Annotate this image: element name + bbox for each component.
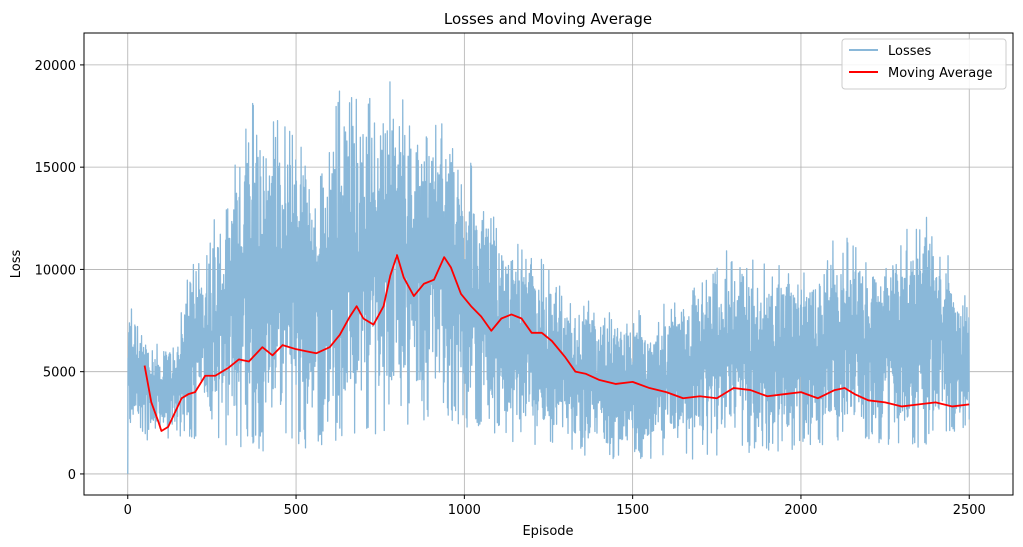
y-tick-label: 10000 <box>35 263 76 278</box>
x-tick-label: 500 <box>284 503 309 518</box>
legend-label-moving-average: Moving Average <box>888 66 992 81</box>
grid <box>84 33 1013 495</box>
plot-frame <box>83 32 1014 496</box>
x-tick-label: 2500 <box>953 503 986 518</box>
legend: Losses Moving Average <box>841 38 1007 90</box>
x-tick-label: 2000 <box>784 503 817 518</box>
y-tick-label: 15000 <box>35 161 76 176</box>
x-axis-label: Episode <box>522 524 573 539</box>
y-tick-label: 5000 <box>43 366 76 381</box>
y-tick-label: 0 <box>68 468 76 483</box>
y-tick-label: 20000 <box>35 59 76 74</box>
x-tick-label: 0 <box>124 503 132 518</box>
x-tick-label: 1000 <box>448 503 481 518</box>
losses-line <box>127 81 970 474</box>
legend-label-losses: Losses <box>888 44 932 59</box>
losses-series <box>127 81 970 474</box>
moving-average-line <box>143 254 970 432</box>
chart-title: Losses and Moving Average <box>444 10 652 28</box>
legend-box <box>841 38 1007 90</box>
y-axis-label: Loss <box>9 250 24 279</box>
x-axis: 0 500 1000 1500 2000 2500 <box>124 495 986 518</box>
y-axis: 0 5000 10000 15000 20000 <box>35 59 84 483</box>
moving-average-series <box>143 254 970 432</box>
x-tick-label: 1500 <box>616 503 649 518</box>
